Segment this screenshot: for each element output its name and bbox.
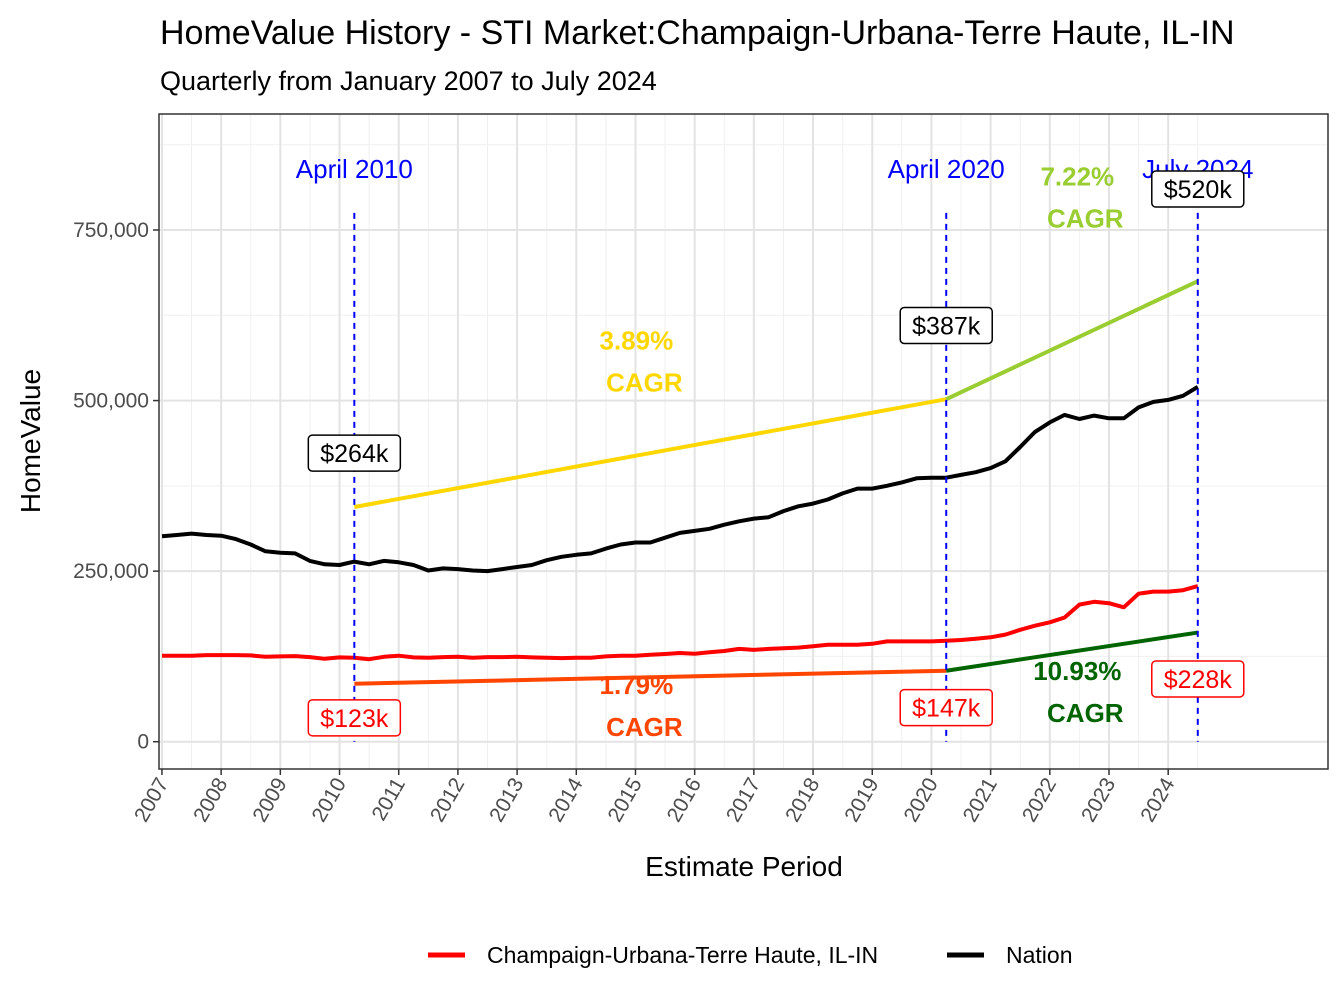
x-tick-label: 2021 bbox=[959, 774, 1002, 826]
legend-item-label: Nation bbox=[1006, 942, 1072, 968]
cagr-rate: 1.79% bbox=[599, 670, 673, 700]
x-tick-label: 2019 bbox=[840, 774, 883, 826]
series-line-market bbox=[162, 584, 1199, 662]
series-line-nation bbox=[161, 385, 1199, 574]
x-axis-title: Estimate Period bbox=[645, 851, 843, 882]
cagr-rate: 3.89% bbox=[599, 325, 673, 355]
series-layer bbox=[161, 385, 1199, 662]
x-tick-label: 2023 bbox=[1077, 774, 1120, 826]
y-axis-title: HomeValue bbox=[15, 369, 46, 513]
chart-title: HomeValue History - STI Market:Champaign… bbox=[160, 14, 1235, 52]
cagr-label: CAGR bbox=[1047, 204, 1124, 234]
x-tick-label: 2009 bbox=[248, 774, 291, 826]
x-tick-label: 2010 bbox=[308, 774, 351, 826]
x-tick-label: 2007 bbox=[130, 774, 173, 826]
x-tick-label: 2024 bbox=[1136, 774, 1179, 826]
cagr-line bbox=[945, 630, 1199, 673]
y-tick-label: 250,000 bbox=[73, 560, 149, 583]
value-label: $147k bbox=[912, 695, 981, 723]
cagr-rate: 7.22% bbox=[1040, 162, 1114, 192]
cagr-label: CAGR bbox=[606, 712, 683, 742]
x-tick-label: 2022 bbox=[1018, 774, 1061, 826]
chart-subtitle: Quarterly from January 2007 to July 2024 bbox=[160, 66, 657, 96]
cagr-label: CAGR bbox=[606, 367, 683, 397]
y-tick-label: 0 bbox=[137, 731, 149, 754]
x-axis: 2007 2008 2009 2010 2011 2012 2013 2014 2015 2016… bbox=[130, 769, 1180, 826]
x-tick-label: 2013 bbox=[485, 774, 528, 826]
date-marker-label: April 2020 bbox=[888, 154, 1005, 184]
y-tick-label: 750,000 bbox=[73, 219, 149, 242]
value-label: $228k bbox=[1164, 666, 1233, 694]
value-label: $520k bbox=[1164, 176, 1233, 204]
cagr-layer: 3.89% CAGR 7.22% CAGR 1.79% CAGR 10.93% CAGR bbox=[353, 162, 1199, 742]
value-label-box bbox=[307, 699, 402, 737]
x-tick-label: 2020 bbox=[899, 774, 942, 826]
y-axis: 0 250,000 500,000 750,000 bbox=[73, 219, 159, 754]
value-label-box bbox=[1151, 660, 1245, 698]
label-layer: $264k $387k $520k $123k $147k $228k bbox=[307, 170, 1245, 737]
x-tick-label: 2015 bbox=[604, 774, 647, 826]
value-label-box bbox=[899, 306, 993, 345]
x-tick-label: 2012 bbox=[426, 774, 469, 826]
cagr-label: CAGR bbox=[1047, 698, 1124, 728]
legend: Champaign-Urbana-Terre Haute, IL-IN Natio… bbox=[428, 942, 1072, 968]
value-label-box bbox=[1151, 170, 1245, 208]
legend-item-label: Champaign-Urbana-Terre Haute, IL-IN bbox=[487, 942, 878, 968]
cagr-line bbox=[354, 668, 947, 686]
date-marker-label: April 2010 bbox=[296, 154, 413, 184]
value-label-box bbox=[307, 434, 402, 472]
cagr-rate: 10.93% bbox=[1033, 656, 1121, 686]
plot-panel-border bbox=[158, 113, 1329, 770]
cagr-line bbox=[353, 397, 947, 509]
x-tick-label: 2016 bbox=[663, 774, 706, 826]
x-tick-label: 2011 bbox=[368, 774, 411, 825]
value-label-box bbox=[899, 688, 993, 727]
value-label: $123k bbox=[320, 705, 389, 733]
cagr-line bbox=[945, 279, 1199, 402]
x-tick-label: 2008 bbox=[189, 774, 232, 826]
marker-layer: April 2010 April 2020 July 2024 bbox=[296, 154, 1253, 742]
value-label: $264k bbox=[320, 440, 389, 468]
value-label: $387k bbox=[912, 313, 981, 341]
x-tick-label: 2018 bbox=[781, 774, 824, 826]
x-tick-label: 2017 bbox=[722, 774, 765, 826]
y-tick-label: 500,000 bbox=[73, 390, 149, 413]
x-tick-label: 2014 bbox=[544, 774, 587, 826]
